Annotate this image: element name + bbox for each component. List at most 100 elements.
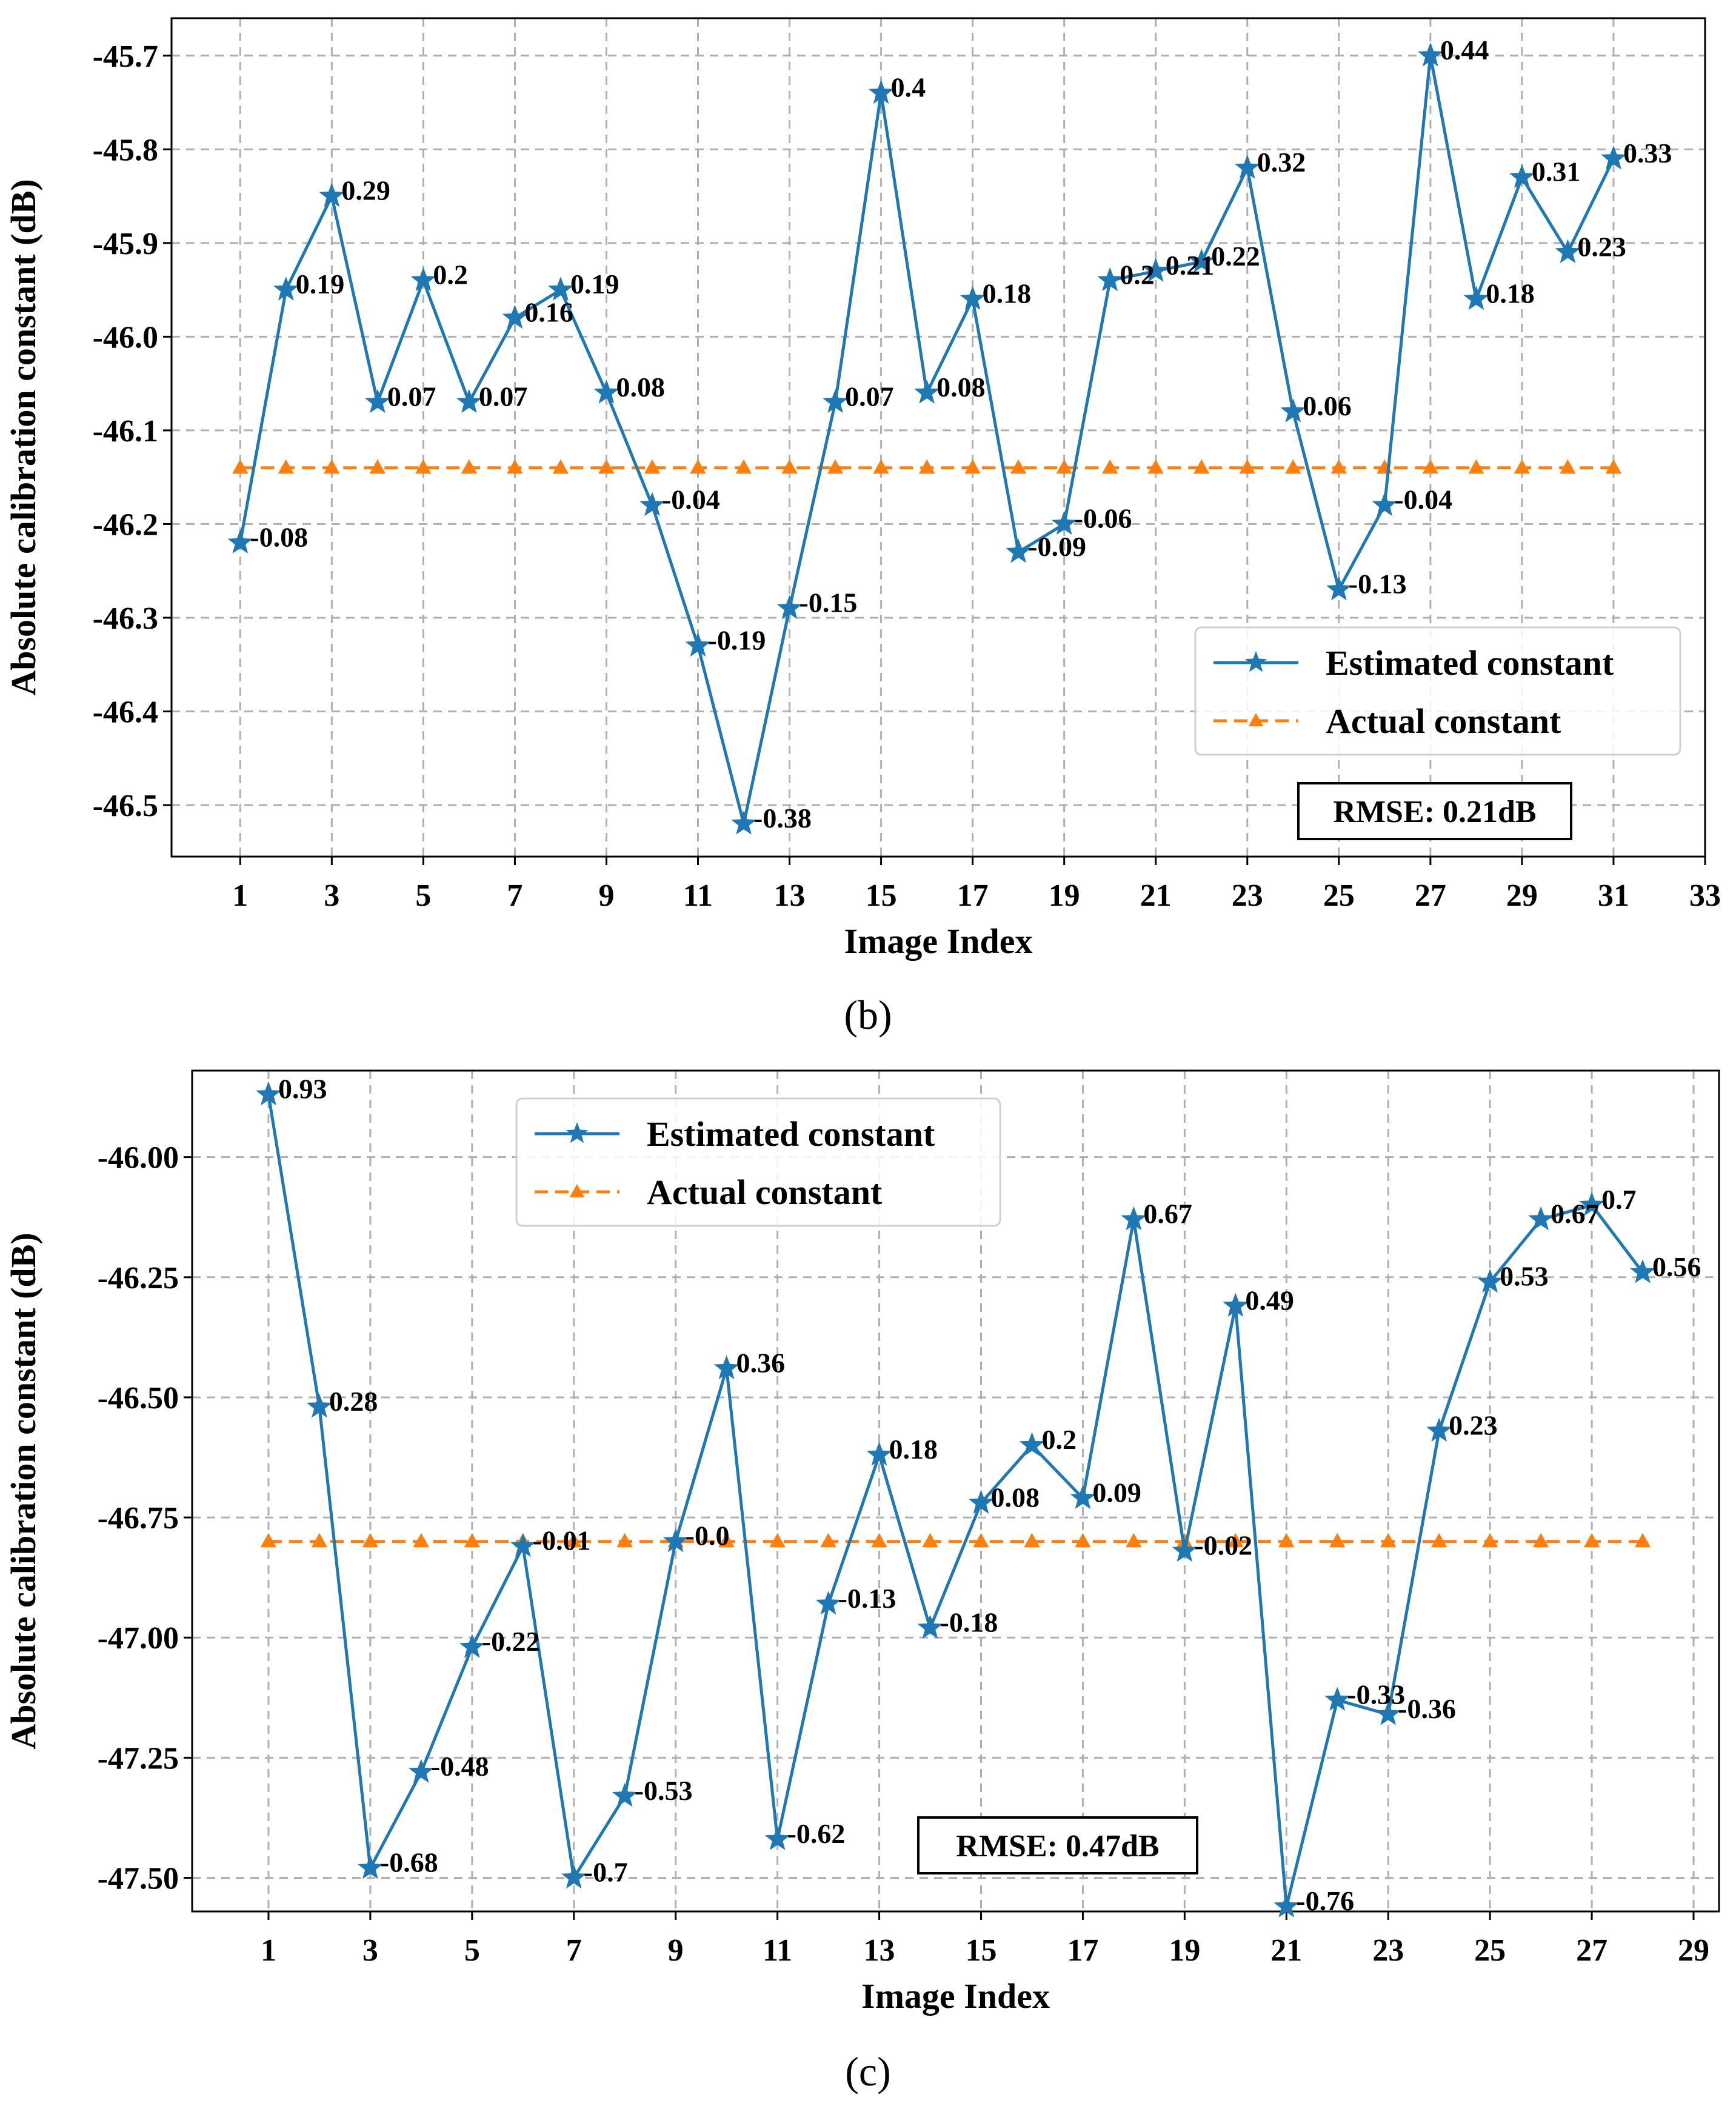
data-label: -0.76: [1296, 1885, 1354, 1916]
actual-constant-point: [552, 459, 569, 474]
data-label: -0.38: [753, 803, 812, 834]
actual-constant-point: [718, 1533, 735, 1548]
data-label: -0.02: [1194, 1530, 1252, 1561]
y-tick-label: -45.9: [93, 227, 158, 261]
y-tick-label: -46.5: [93, 789, 158, 823]
estimated-constant-point: [227, 529, 253, 554]
data-label: 0.49: [1245, 1285, 1294, 1316]
actual-constant-point: [973, 1533, 989, 1548]
estimated-constant-point: [612, 1782, 638, 1807]
actual-constant-point: [324, 459, 340, 474]
data-label: 0.19: [296, 269, 345, 299]
estimated-constant-point: [273, 276, 299, 301]
data-label: 0.07: [479, 381, 528, 412]
actual-constant-point: [507, 459, 523, 474]
actual-constant-point: [278, 459, 295, 474]
data-label: 0.22: [1211, 241, 1260, 272]
x-tick-label: 23: [1372, 1933, 1404, 1968]
data-label: 0.07: [845, 381, 894, 412]
legend-estimated-label: Estimated constant: [647, 1114, 935, 1154]
x-tick-label: 5: [464, 1933, 480, 1968]
actual-constant-point: [827, 459, 844, 474]
estimated-constant-point: [776, 595, 803, 620]
data-label: -0.13: [838, 1583, 896, 1614]
estimated-constant-point: [548, 276, 573, 301]
legend-box: [515, 1097, 1001, 1227]
actual-constant-point: [1227, 1533, 1244, 1548]
actual-constant-point: [1102, 459, 1118, 474]
estimated-constant-point: [365, 389, 390, 413]
y-tick-label: -46.2: [93, 507, 158, 542]
x-tick-label: 17: [1067, 1933, 1098, 1968]
actual-constant-point: [260, 1533, 277, 1548]
legend: Estimated constant Actual constant: [515, 1097, 1001, 1227]
actual-constant-point: [1380, 1533, 1397, 1548]
rmse-text: RMSE: 0.21dB: [1333, 795, 1536, 829]
y-tick-label: -47.50: [98, 1862, 179, 1896]
data-label: 0.06: [1303, 390, 1352, 421]
actual-constant-point: [735, 459, 752, 474]
actual-constant-point: [1147, 459, 1164, 474]
data-label: -0.7: [584, 1857, 628, 1888]
estimated-constant-point: [502, 304, 528, 329]
actual-constant-point: [1634, 1533, 1651, 1548]
chart-c: 1 3 5 7 9 11 13 15 17 19 21 23 25 27 29-47.50-47.25-47…: [4, 1069, 1720, 2095]
series-estimated-constant: [227, 42, 1626, 835]
estimated-constant-point: [1070, 1485, 1096, 1510]
actual-constant-point: [1126, 1533, 1142, 1548]
estimated-constant-point: [1051, 510, 1077, 535]
actual-constant-point: [311, 1533, 328, 1548]
actual-constant-point: [1239, 459, 1255, 474]
estimated-constant-line: [267, 1094, 1644, 1907]
estimated-constant-point: [256, 1081, 281, 1106]
data-label: 0.18: [889, 1434, 938, 1465]
plot-frame: [170, 17, 1706, 858]
actual-constant-point: [964, 459, 981, 474]
x-tick-label: 25: [1323, 878, 1355, 913]
chart-b: 1 3 5 7 9 11 13 15 17 19 21 23 25 27 29 31 33-46.5-46.4-…: [4, 17, 1721, 1038]
data-label: -0.13: [1349, 569, 1407, 600]
x-tick-label: 33: [1689, 878, 1721, 913]
estimated-constant-point: [1274, 1893, 1300, 1918]
data-label: 0.93: [278, 1074, 327, 1105]
estimated-constant-point: [1143, 258, 1169, 282]
actual-constant-point: [873, 459, 889, 474]
x-tick-label: 25: [1474, 1933, 1506, 1968]
actual-constant-point: [1560, 459, 1576, 474]
estimated-constant-point: [731, 811, 756, 835]
x-axis-label: Image Index: [861, 1976, 1050, 2016]
data-label: -0.36: [1398, 1693, 1456, 1724]
y-tick-label: -46.50: [98, 1381, 179, 1416]
estimated-constant-point: [1006, 538, 1031, 563]
data-label: 0.23: [1449, 1409, 1498, 1440]
estimated-constant-point: [1234, 155, 1260, 179]
actual-constant-point: [690, 459, 706, 474]
legend-estimated-marker: [566, 1122, 589, 1143]
data-label: 0.31: [1532, 156, 1581, 187]
estimated-constant-point: [319, 182, 345, 207]
tick-labels: 1 3 5 7 9 11 13 15 17 19 21 23 25 27 29-47.50-47.25-47…: [98, 1141, 1709, 1968]
x-tick-label: 3: [362, 1933, 378, 1968]
actual-constant-point: [1583, 1533, 1600, 1548]
x-tick-label: 1: [261, 1933, 276, 1968]
data-label: -0.18: [940, 1607, 998, 1637]
x-tick-label: 31: [1598, 878, 1629, 913]
actual-constant-point: [362, 1533, 379, 1548]
estimated-constant-point: [1189, 248, 1215, 273]
data-label: 0.29: [341, 175, 390, 206]
x-tick-label: 29: [1678, 1933, 1709, 1968]
data-label: 0.56: [1652, 1251, 1701, 1282]
data-label: 0.32: [1257, 147, 1306, 178]
actual-constant-point: [369, 459, 386, 474]
data-label: -0.19: [708, 624, 766, 655]
data-label: -0.53: [635, 1775, 693, 1806]
actual-constant-point: [566, 1533, 582, 1548]
data-labels: 0.93 0.28 -0.68 -0.48 -0.22 -0.01 -0.7 -0.53 -0.…: [278, 1074, 1701, 1916]
data-label: 0.28: [329, 1386, 378, 1417]
estimated-constant-point: [1019, 1432, 1045, 1456]
x-tick-label: 13: [864, 1933, 895, 1968]
actual-constant-point: [1532, 1533, 1549, 1548]
x-tick-label: 15: [965, 1933, 997, 1968]
actual-constant-point: [781, 459, 798, 474]
